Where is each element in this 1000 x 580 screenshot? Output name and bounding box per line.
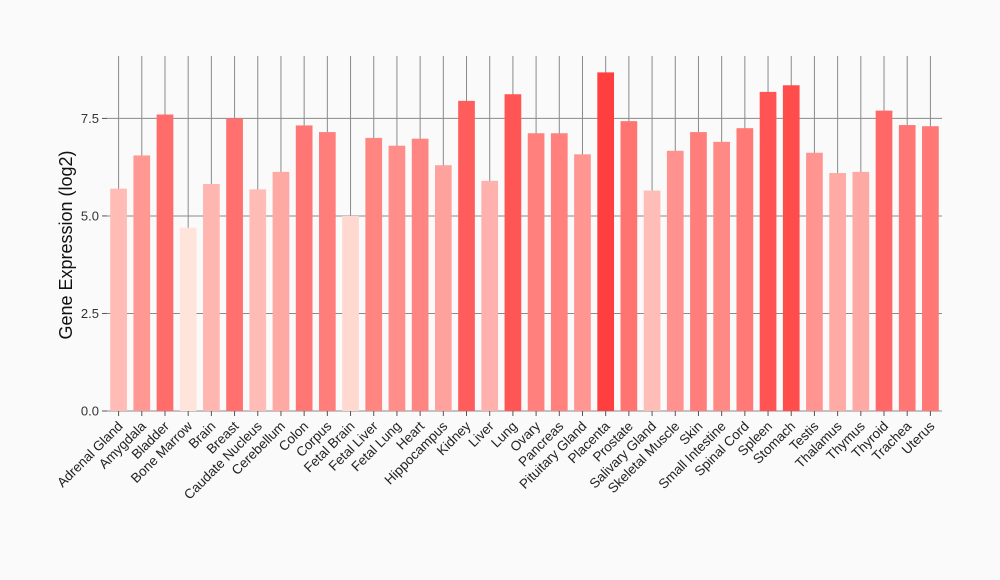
bar-adrenal-gland (110, 188, 127, 411)
bar-kidney (458, 100, 475, 411)
bar-thyroid (875, 110, 893, 411)
bar-testis (806, 152, 823, 411)
bar-caudate-nucleus (249, 189, 267, 411)
bar-fetal-liver (365, 137, 383, 411)
y-tick-label: 7.5 (81, 111, 99, 126)
bar-cerebellum (272, 171, 290, 411)
bar-small-intestine (713, 141, 731, 412)
bar-heart (411, 138, 429, 411)
bar-colon (295, 125, 313, 411)
bar-amygdala (133, 155, 151, 411)
bar-spleen (759, 91, 777, 411)
bar-ovary (527, 133, 545, 411)
bar-skeletal-muscle (666, 150, 684, 412)
bar-lung (504, 94, 522, 411)
bar-salivary-gland (643, 190, 661, 411)
bar-spinal-cord (736, 128, 754, 411)
bar-trachea (898, 125, 916, 412)
axis-layer: 0.0 2.5 5.0 7.5 (81, 111, 931, 419)
y-tick-label: 5.0 (81, 208, 99, 223)
bar-breast (226, 118, 243, 412)
bar-bone-marrow (179, 227, 197, 411)
bar-placenta (597, 72, 615, 411)
bar-fetal-brain (342, 215, 359, 411)
bar-liver (481, 180, 499, 411)
bar-bladder (156, 114, 174, 412)
bar-uterus (922, 126, 939, 411)
y-axis-label: Gene Expression (log2) (56, 150, 76, 339)
bar-thymus (852, 171, 870, 411)
bar-pituitary-gland (574, 154, 591, 412)
bar-thalamus (829, 173, 846, 411)
bar-brain (203, 183, 220, 411)
bar-prostate (620, 121, 638, 412)
y-tick-label: 2.5 (81, 306, 99, 321)
bars-layer (110, 72, 939, 412)
bar-hippocampus (434, 165, 452, 411)
bar-pancreas (550, 133, 568, 411)
y-tick-label: 0.0 (81, 404, 99, 419)
bar-corpus (318, 132, 336, 412)
bar-stomach (782, 85, 800, 411)
bar-skin (690, 132, 707, 412)
bar-fetal-lung (388, 145, 406, 411)
